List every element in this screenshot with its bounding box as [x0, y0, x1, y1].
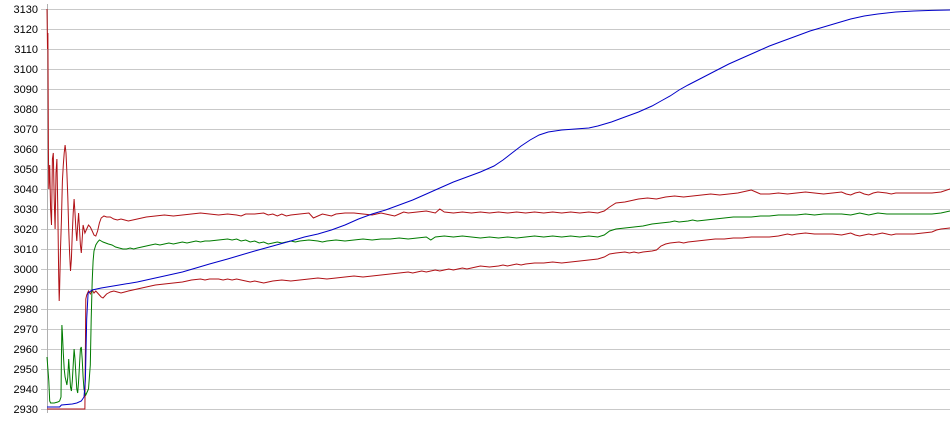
- y-axis-tick-label: 3000: [14, 264, 38, 276]
- upper-red-band: [46, 8, 950, 302]
- y-axis-tick-label: 2990: [14, 284, 38, 296]
- y-axis-tick-label: 2930: [14, 404, 38, 416]
- y-axis-tick-label: 2950: [14, 364, 38, 376]
- y-axis-tick-label: 2970: [14, 324, 38, 336]
- y-axis-tick-label: 3130: [14, 4, 38, 16]
- y-axis-tick-label: 3090: [14, 84, 38, 96]
- y-axis-tick-label: 2940: [14, 384, 38, 396]
- blue-balance-line: [47, 9, 950, 408]
- y-axis-tick-label: 3120: [14, 24, 38, 36]
- green-middle-band: [46, 210, 950, 404]
- y-axis-tick-label: 3030: [14, 204, 38, 216]
- y-axis-tick-label: 3100: [14, 64, 38, 76]
- y-axis-tick-label: 3110: [14, 44, 38, 56]
- lower-red-band: [47, 227, 950, 410]
- y-axis-tick-label: 3050: [14, 164, 38, 176]
- gridlines-group: [41, 4, 950, 413]
- y-axis-tick-label: 3020: [14, 224, 38, 236]
- y-axis-tick-label: 3010: [14, 244, 38, 256]
- y-axis-tick-label: 3080: [14, 104, 38, 116]
- y-axis-tick-label: 3070: [14, 124, 38, 136]
- y-axis-tick-label: 3060: [14, 144, 38, 156]
- y-axis-tick-label: 2980: [14, 304, 38, 316]
- y-axis-tick-label: 2960: [14, 344, 38, 356]
- y-axis-labels-group: 3130 3120 3110 3100 3090 3080 3070 3060 3050 3040…: [14, 4, 38, 416]
- y-axis-tick-label: 3040: [14, 184, 38, 196]
